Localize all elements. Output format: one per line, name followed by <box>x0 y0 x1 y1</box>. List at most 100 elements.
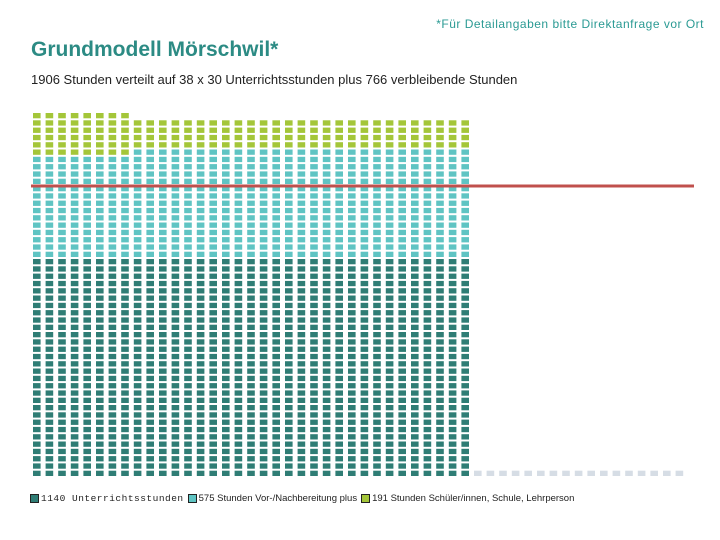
waffle-cell <box>436 164 444 170</box>
waffle-cell <box>222 222 230 228</box>
waffle-cell <box>146 368 154 374</box>
waffle-cell <box>448 397 457 403</box>
waffle-cell <box>83 229 91 236</box>
waffle-cell <box>373 390 381 396</box>
waffle-cell <box>33 229 41 236</box>
waffle-cell <box>83 339 91 345</box>
waffle-cell <box>247 142 255 148</box>
waffle-cell <box>45 419 54 425</box>
waffle-cell <box>196 317 205 323</box>
waffle-cell <box>159 419 167 425</box>
waffle-cell <box>448 251 457 257</box>
waffle-cell <box>461 339 469 345</box>
waffle-cell <box>348 412 356 418</box>
waffle-cell <box>33 412 41 418</box>
waffle-cell <box>96 164 104 170</box>
waffle-cell <box>196 244 205 250</box>
waffle-cell <box>70 390 79 396</box>
waffle-cell <box>209 120 217 126</box>
waffle-cell <box>348 229 356 236</box>
waffle-cell <box>259 405 268 411</box>
waffle-cell <box>96 419 104 425</box>
waffle-cell <box>146 134 154 141</box>
waffle-cell <box>121 448 129 455</box>
waffle-cell <box>133 171 142 177</box>
waffle-cell <box>385 251 394 257</box>
waffle-cell <box>385 178 394 184</box>
waffle-cell <box>411 332 419 338</box>
waffle-cell <box>70 193 79 199</box>
waffle-cell <box>58 383 66 389</box>
waffle-cell <box>285 332 293 338</box>
waffle-cell <box>58 222 66 228</box>
waffle-cell <box>45 142 54 148</box>
waffle-cell <box>461 456 469 462</box>
waffle-cell <box>146 361 154 367</box>
waffle-cell <box>45 280 54 287</box>
waffle-cell <box>184 207 192 214</box>
waffle-cell <box>108 273 117 279</box>
waffle-cell <box>322 244 331 250</box>
waffle-cell <box>360 280 369 287</box>
waffle-cell <box>322 280 331 287</box>
waffle-cell <box>310 426 318 433</box>
waffle-cell <box>297 171 306 177</box>
waffle-cell <box>436 405 444 411</box>
waffle-cell <box>297 164 306 170</box>
waffle-cell <box>171 164 180 170</box>
waffle-cell <box>159 397 167 403</box>
waffle-cell <box>108 390 117 396</box>
waffle-cell <box>322 448 331 455</box>
waffle-cell <box>322 120 331 126</box>
waffle-cell <box>411 397 419 403</box>
waffle-cell <box>184 229 192 236</box>
waffle-cell <box>297 448 306 455</box>
waffle-cell <box>33 346 41 352</box>
waffle-cell <box>196 332 205 338</box>
waffle-cell <box>222 193 230 199</box>
waffle-cell <box>222 237 230 243</box>
waffle-cell <box>385 215 394 221</box>
waffle-cell <box>96 405 104 411</box>
waffle-cell <box>398 448 406 455</box>
waffle-cell <box>436 259 444 265</box>
waffle-cell <box>259 171 268 177</box>
waffle-cell <box>461 207 469 214</box>
waffle-cell <box>83 193 91 199</box>
waffle-cell <box>171 412 180 418</box>
waffle-cell <box>83 113 91 119</box>
waffle-empty-cell <box>612 470 621 476</box>
waffle-cell <box>222 251 230 257</box>
waffle-cell <box>398 156 406 163</box>
waffle-empty-cell <box>663 470 671 476</box>
waffle-cell <box>398 310 406 316</box>
waffle-cell <box>423 120 432 126</box>
waffle-cell <box>423 178 432 184</box>
waffle-cell <box>259 280 268 287</box>
waffle-cell <box>33 368 41 374</box>
waffle-cell <box>423 390 432 396</box>
waffle-cell <box>121 419 129 425</box>
waffle-cell <box>247 164 255 170</box>
waffle-cell <box>360 178 369 184</box>
waffle-cell <box>322 324 331 330</box>
waffle-cell <box>423 200 432 206</box>
waffle-cell <box>196 383 205 389</box>
waffle-cell <box>259 324 268 330</box>
waffle-cell <box>196 324 205 330</box>
waffle-cell <box>184 215 192 221</box>
waffle-cell <box>259 383 268 389</box>
waffle-cell <box>45 222 54 228</box>
waffle-cell <box>96 142 104 148</box>
waffle-cell <box>436 178 444 184</box>
waffle-cell <box>33 127 41 133</box>
waffle-cell <box>373 295 381 301</box>
waffle-cell <box>209 332 217 338</box>
waffle-cell <box>83 434 91 440</box>
waffle-cell <box>96 302 104 309</box>
waffle-cell <box>159 171 167 177</box>
waffle-cell <box>146 441 154 447</box>
waffle-cell <box>461 441 469 447</box>
waffle-cell <box>385 229 394 236</box>
waffle-cell <box>58 353 66 360</box>
